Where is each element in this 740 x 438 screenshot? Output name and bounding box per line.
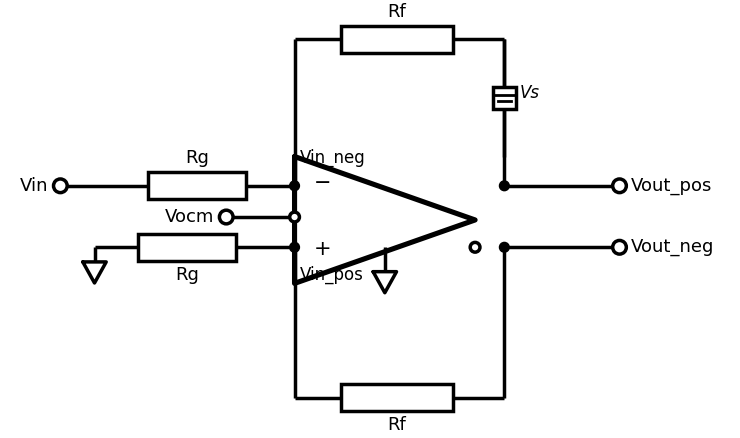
Bar <box>341 384 453 411</box>
Circle shape <box>500 242 509 252</box>
Text: Vs: Vs <box>520 84 540 102</box>
Text: Rg: Rg <box>175 266 199 284</box>
Text: Vin_neg: Vin_neg <box>300 149 365 167</box>
Circle shape <box>289 242 300 252</box>
Bar <box>138 233 236 261</box>
Bar <box>148 172 246 199</box>
Text: +: + <box>314 239 332 259</box>
Text: Vin: Vin <box>20 177 49 195</box>
Circle shape <box>220 210 233 224</box>
Circle shape <box>289 181 300 191</box>
Text: Vout_neg: Vout_neg <box>631 238 715 256</box>
Text: Rf: Rf <box>388 3 406 21</box>
Bar <box>493 87 516 109</box>
Text: Rf: Rf <box>388 416 406 434</box>
Circle shape <box>470 242 480 252</box>
Text: Rg: Rg <box>185 149 209 167</box>
Text: Vocm: Vocm <box>165 208 215 226</box>
Text: Vout_pos: Vout_pos <box>631 177 713 195</box>
Circle shape <box>500 181 509 191</box>
Circle shape <box>613 179 626 193</box>
Circle shape <box>53 179 67 193</box>
Circle shape <box>613 240 626 254</box>
Circle shape <box>289 212 300 222</box>
Text: Vin_pos: Vin_pos <box>300 266 363 284</box>
Text: −: − <box>314 173 332 193</box>
Bar <box>341 26 453 53</box>
